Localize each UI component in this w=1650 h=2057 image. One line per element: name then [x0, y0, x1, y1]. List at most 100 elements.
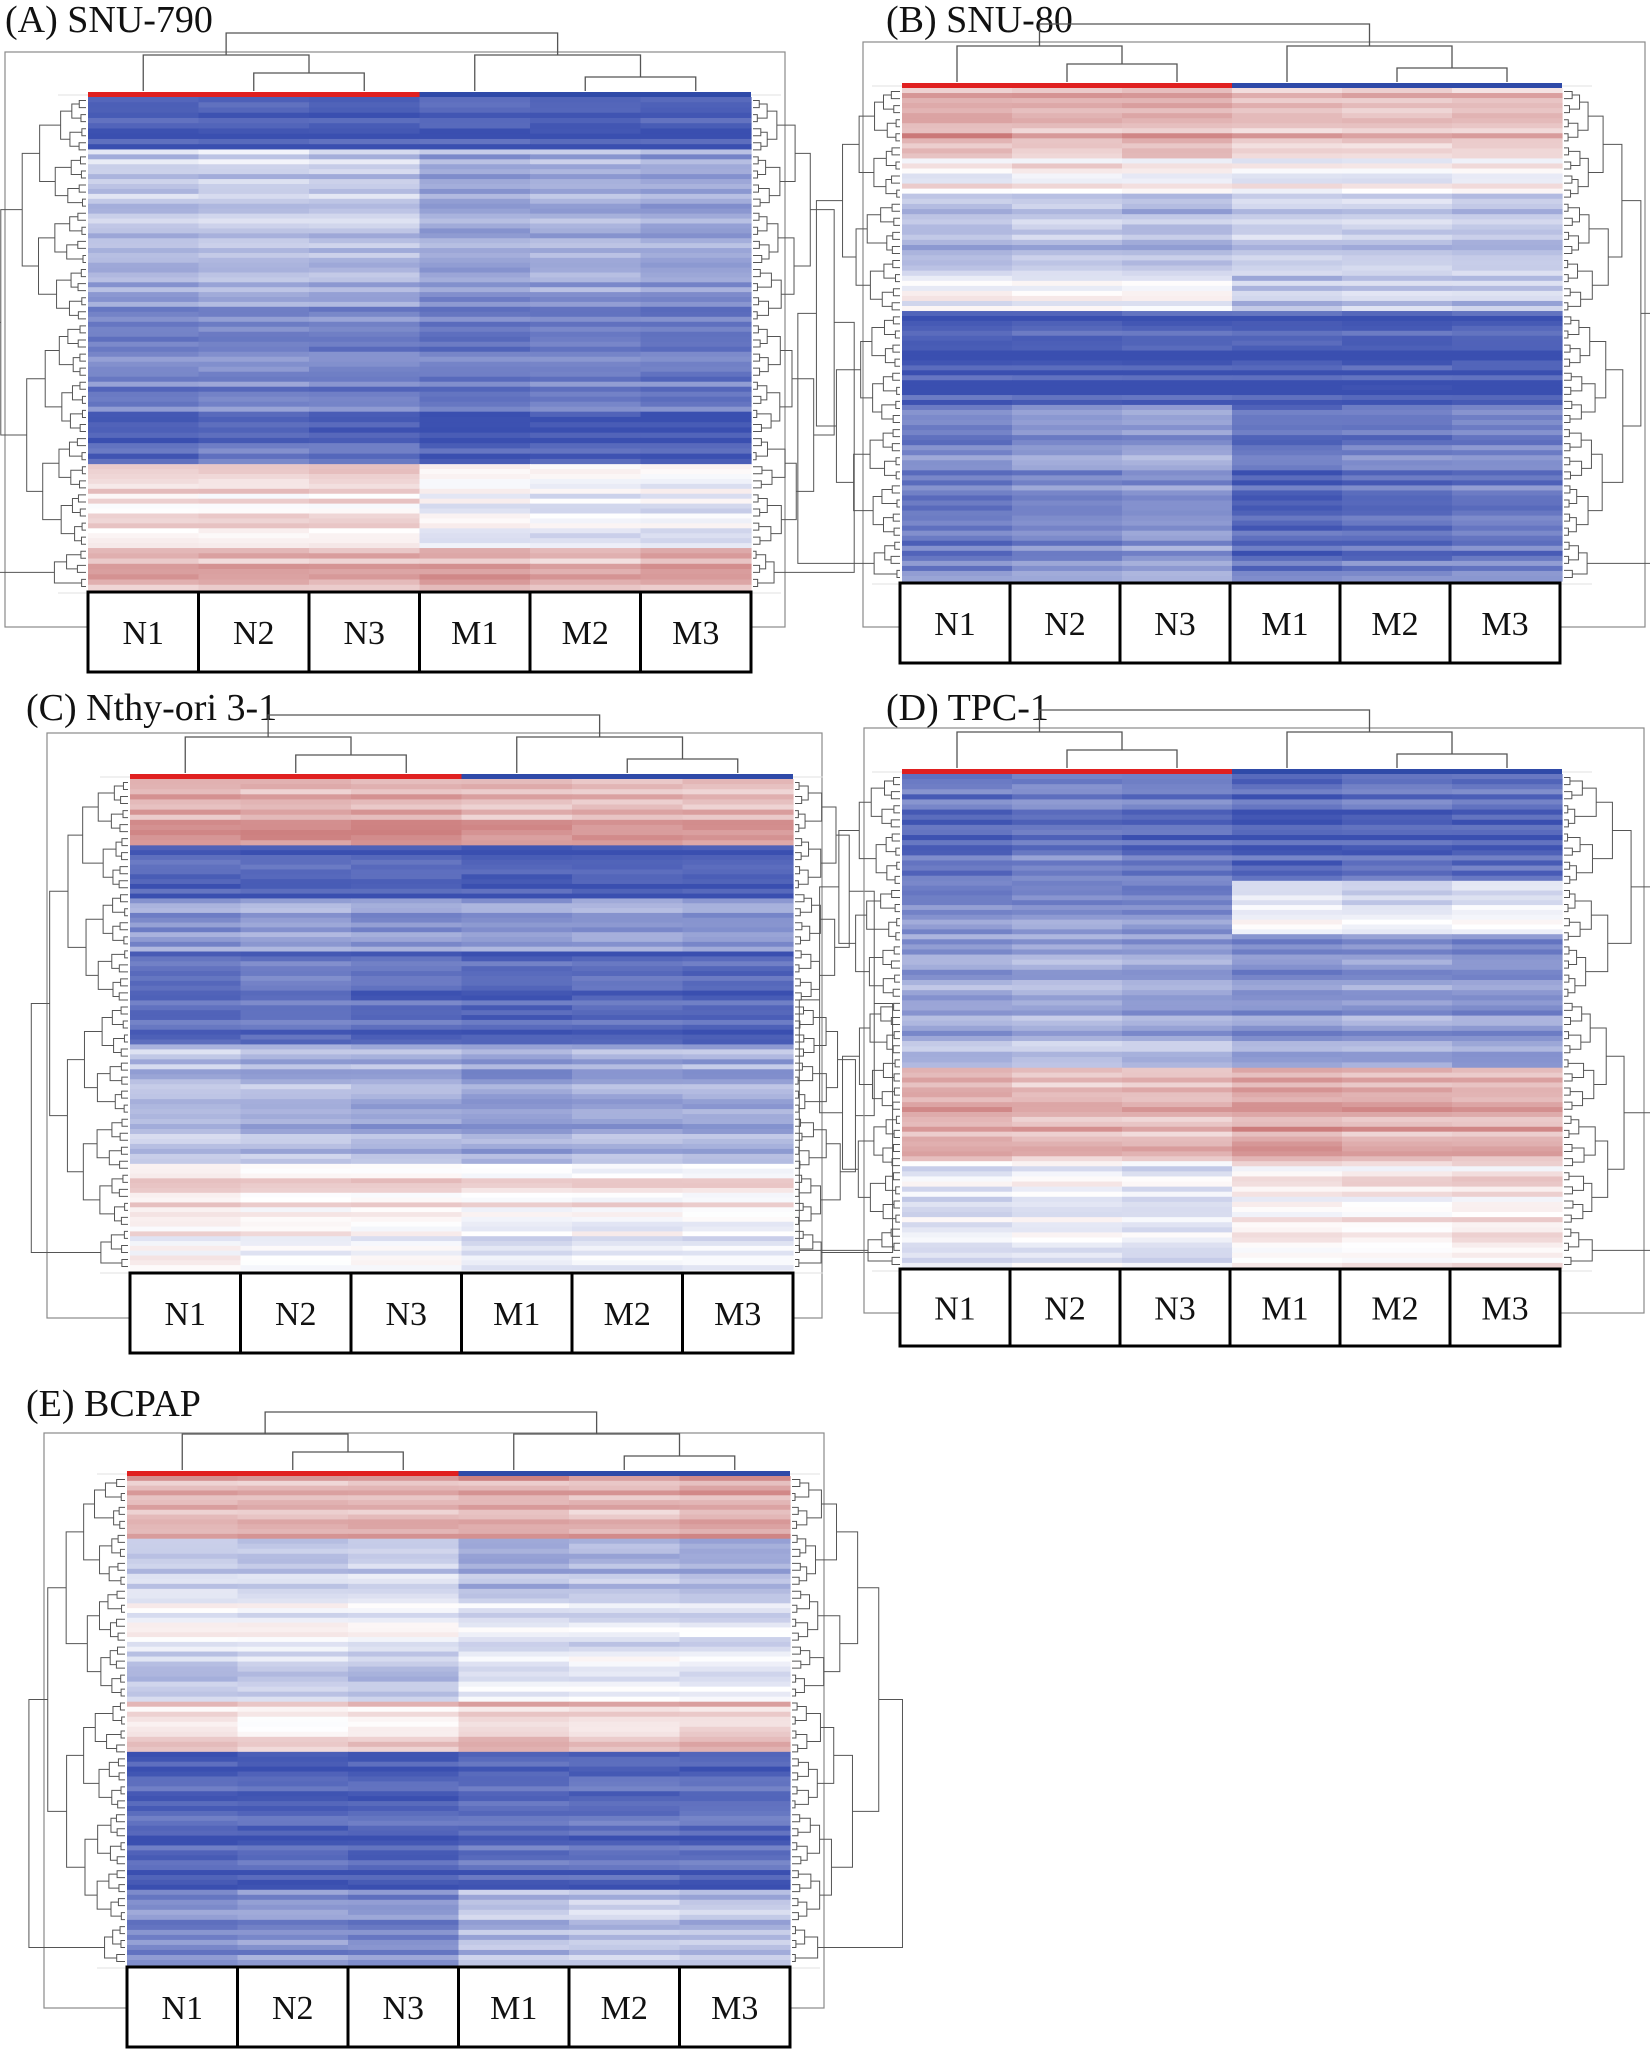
- heatmap-cell: [682, 1192, 794, 1199]
- heatmap-cell: [569, 1904, 681, 1911]
- heatmap-cell: [1342, 799, 1453, 806]
- heatmap-cell: [1012, 570, 1123, 577]
- heatmap-cell: [1122, 420, 1233, 426]
- dendrogram-link: [798, 1206, 812, 1222]
- heatmap-cell: [679, 1806, 791, 1812]
- heatmap-cell: [572, 980, 684, 987]
- heatmap-cell: [351, 845, 463, 851]
- heatmap-cell: [640, 411, 752, 418]
- heatmap-cell: [237, 1904, 349, 1911]
- heatmap-cell: [572, 779, 684, 785]
- dendrogram-link: [757, 272, 772, 288]
- heatmap-cell: [1342, 330, 1453, 337]
- heatmap-cell: [240, 840, 352, 846]
- heatmap-cell: [1122, 355, 1233, 362]
- heatmap-cell: [682, 1079, 794, 1085]
- heatmap-cell: [348, 1944, 460, 1951]
- heatmap-cell: [530, 523, 642, 529]
- heatmap-cell: [1342, 188, 1453, 195]
- dendrogram-link: [114, 1206, 125, 1222]
- heatmap-cell: [902, 500, 1013, 507]
- heatmap-cell: [572, 1094, 684, 1100]
- heatmap-cell: [351, 1054, 463, 1060]
- heatmap-cell: [1342, 209, 1453, 215]
- heatmap-cell: [351, 1178, 463, 1184]
- heatmap-cell: [1012, 885, 1123, 892]
- heatmap-cell: [1452, 555, 1563, 562]
- heatmap-cell: [1232, 1141, 1343, 1148]
- dendrogram-link: [1564, 344, 1571, 353]
- heatmap-cell: [679, 1934, 791, 1941]
- heatmap-cell: [1012, 819, 1123, 826]
- heatmap-cell: [1012, 855, 1123, 862]
- heatmap-cell: [1122, 934, 1233, 940]
- heatmap-cell: [902, 1020, 1013, 1027]
- heatmap-cell: [458, 1786, 570, 1792]
- heatmap-cell: [679, 1889, 791, 1896]
- heatmap-cell: [240, 1241, 352, 1247]
- dendrogram-link: [111, 1538, 121, 1554]
- heatmap-cell: [1342, 455, 1453, 461]
- heatmap-cell: [348, 1731, 460, 1738]
- heatmap-cell: [902, 440, 1013, 446]
- heatmap-cell: [130, 1079, 242, 1085]
- heatmap-cell: [348, 1830, 460, 1837]
- heatmap-cell: [309, 366, 421, 373]
- dendrogram-link: [759, 244, 770, 260]
- heatmap-cell: [351, 937, 463, 943]
- heatmap-cell: [240, 1178, 352, 1184]
- dendrogram-link: [894, 541, 900, 550]
- heatmap-cell: [351, 864, 463, 871]
- heatmap-cell: [1342, 239, 1453, 246]
- heatmap-cell: [130, 1119, 242, 1125]
- heatmap-cell: [1232, 784, 1343, 790]
- heatmap-cell: [130, 809, 242, 816]
- dendrogram-link: [1564, 245, 1573, 255]
- dendrogram-link: [77, 494, 86, 503]
- heatmap-cell: [309, 396, 421, 403]
- heatmap-cell: [88, 248, 200, 254]
- heatmap-cell: [1232, 455, 1343, 461]
- dendrogram-link: [792, 1492, 796, 1501]
- heatmap-cell: [458, 1578, 570, 1585]
- heatmap-cell: [458, 1899, 570, 1906]
- heatmap-cell: [419, 386, 531, 393]
- dendrogram-link: [896, 569, 900, 578]
- dendrogram-link: [1564, 861, 1571, 870]
- heatmap-cell: [679, 1701, 791, 1708]
- heatmap-cell: [1012, 350, 1123, 357]
- dendrogram-link: [894, 974, 900, 983]
- dendrogram-link: [1564, 429, 1570, 438]
- dendrogram-link: [792, 1758, 799, 1767]
- heatmap-cell: [640, 558, 752, 565]
- heatmap-cell: [1342, 465, 1453, 471]
- heatmap-cell: [572, 794, 684, 801]
- heatmap-cell: [1012, 860, 1123, 867]
- heatmap-cell: [461, 966, 573, 972]
- dendrogram-link: [892, 513, 900, 522]
- heatmap-cell: [461, 1099, 573, 1105]
- heatmap-cell: [461, 1015, 573, 1021]
- heatmap-cell: [569, 1874, 681, 1881]
- dendrogram-link: [884, 460, 897, 476]
- heatmap-cell: [419, 558, 531, 565]
- heatmap-cell: [1452, 784, 1563, 790]
- dendrogram-link: [1564, 1045, 1571, 1054]
- dendrogram-link: [117, 1632, 125, 1641]
- heatmap-cell: [640, 257, 752, 264]
- sample-label-n3: N3: [382, 1990, 424, 2027]
- dendrogram-link: [119, 1132, 128, 1141]
- dendrogram-link: [84, 1838, 98, 1896]
- heatmap-cell: [1232, 789, 1343, 795]
- heatmap-cell: [530, 282, 642, 288]
- heatmap-cell: [1232, 275, 1343, 282]
- dendrogram-link: [792, 1478, 801, 1487]
- dendrogram-link: [834, 834, 850, 948]
- heatmap-cell: [1232, 1126, 1343, 1133]
- dendrogram-link: [792, 1898, 799, 1907]
- heatmap-cell: [1452, 355, 1563, 362]
- heatmap-cell: [1452, 1156, 1563, 1162]
- sample-label-box: [1338, 1267, 1452, 1348]
- heatmap-cell: [1122, 865, 1233, 872]
- heatmap-cell: [1452, 409, 1563, 416]
